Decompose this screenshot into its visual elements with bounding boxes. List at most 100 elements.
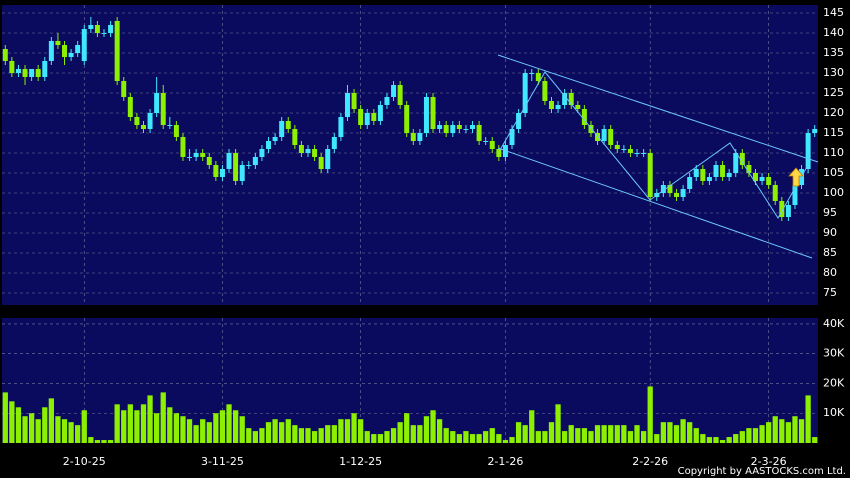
candle-body	[588, 125, 594, 133]
candle-body	[305, 149, 311, 153]
candle-body	[252, 157, 258, 165]
volume-bar	[752, 428, 759, 443]
arrow-icon	[788, 167, 804, 187]
volume-bar	[364, 431, 370, 443]
volume-bar	[147, 395, 153, 443]
candle-body	[140, 125, 146, 129]
candle-body	[213, 165, 219, 177]
volume-bar	[351, 413, 357, 443]
wave-line	[499, 71, 809, 219]
volume-bar	[101, 440, 107, 443]
volume-bar	[94, 440, 101, 443]
candle-body	[371, 113, 377, 121]
candle-body	[81, 29, 87, 61]
candle-body	[101, 33, 107, 34]
candle-body	[621, 149, 627, 150]
volume-bar	[476, 434, 482, 443]
volume-bar	[522, 425, 528, 443]
volume-bar	[9, 401, 15, 443]
candle-body	[805, 133, 811, 169]
volume-bar	[410, 425, 416, 443]
volume-bar	[627, 431, 634, 443]
candle-body	[75, 45, 81, 53]
candle-body	[226, 153, 232, 169]
candle-body	[285, 121, 291, 129]
y-tick-label: 85	[823, 246, 837, 259]
candle-body	[746, 165, 752, 173]
volume-bar	[535, 431, 541, 443]
candle-body	[94, 25, 100, 33]
volume-bar	[397, 422, 403, 443]
candle-body	[542, 81, 548, 101]
candle-body	[706, 177, 712, 181]
volume-bar	[121, 410, 127, 443]
volume-bar	[489, 428, 495, 443]
candle-body	[660, 185, 666, 193]
volume-bar	[746, 428, 752, 443]
candle-body	[292, 129, 298, 145]
volume-bar	[160, 392, 166, 443]
volume-bar	[726, 437, 732, 443]
x-tick-label: 2-2-26	[632, 455, 668, 468]
volume-bar	[68, 422, 74, 443]
volume-bar	[785, 422, 792, 443]
volume-bar	[338, 419, 344, 443]
candle-body	[443, 125, 449, 133]
candle-body	[22, 69, 28, 77]
x-tick-label: 3-11-25	[201, 455, 244, 468]
volume-bar	[423, 416, 430, 443]
candle-body	[154, 93, 160, 113]
candle-body	[601, 129, 607, 141]
volume-bar	[127, 404, 133, 443]
volume-bar	[772, 416, 778, 443]
candle-body	[108, 25, 114, 33]
candle-body	[674, 193, 680, 197]
y-tick-label: 135	[823, 46, 844, 59]
candle-body	[516, 113, 522, 129]
volume-bar	[417, 425, 423, 443]
candle-body	[614, 145, 620, 149]
x-tick-label: 2-3-26	[751, 455, 787, 468]
y-tick-label: 95	[823, 206, 837, 219]
volume-bar	[140, 404, 147, 443]
candle-body	[15, 69, 21, 73]
volume-bar	[654, 434, 660, 443]
candle-body	[364, 113, 370, 125]
candle-body	[239, 165, 245, 181]
candle-body	[693, 169, 699, 177]
volume-bar	[680, 419, 686, 443]
y-tick-label: 140	[823, 26, 844, 39]
y-tick-label: 100	[823, 186, 844, 199]
candle-body	[509, 129, 515, 145]
candle-body	[680, 189, 686, 197]
y-tick-label: 120	[823, 106, 844, 119]
volume-bar	[542, 431, 548, 443]
candle-body	[134, 117, 140, 125]
candle-body	[739, 153, 745, 165]
candle-body	[470, 125, 476, 129]
candle-body	[325, 149, 331, 169]
candle-body	[160, 93, 166, 125]
candle-body	[404, 105, 410, 133]
volume-bar	[134, 410, 140, 443]
volume-bar	[154, 413, 160, 443]
y-tick-label: 10K	[823, 406, 845, 419]
x-tick-label: 2-10-25	[63, 455, 106, 468]
candle-body	[55, 41, 61, 45]
candle-body	[384, 97, 390, 105]
candle-body	[2, 49, 8, 61]
candle-body	[430, 97, 436, 129]
candle-body	[279, 121, 285, 137]
candle-body	[752, 173, 758, 181]
volume-bar	[687, 422, 693, 443]
candle-body	[437, 125, 443, 129]
candle-body	[358, 109, 364, 125]
volume-bar	[252, 431, 258, 443]
candle-body	[667, 185, 673, 193]
volume-bar	[42, 407, 48, 443]
volume-bar	[456, 434, 462, 443]
y-tick-label: 115	[823, 126, 844, 139]
trend-line	[497, 147, 813, 259]
volume-bar	[272, 419, 278, 443]
